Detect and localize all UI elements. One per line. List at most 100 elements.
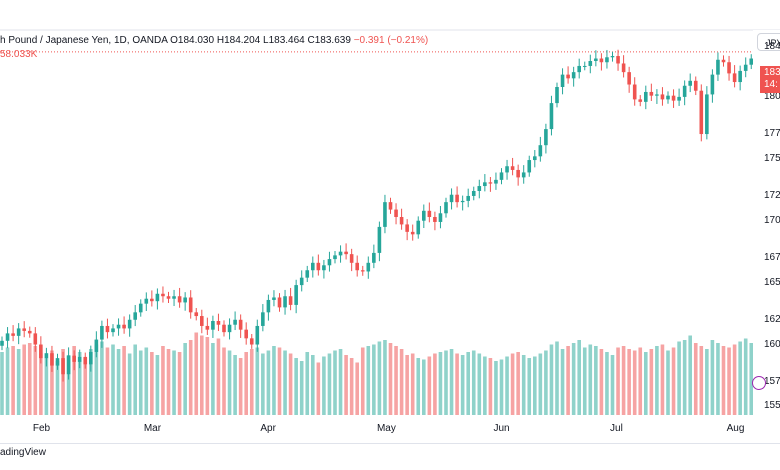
candle-body (438, 213, 443, 222)
volume-bar (388, 343, 393, 415)
candle-body (0, 340, 4, 346)
candle-body (61, 358, 65, 375)
volume-bar (743, 338, 748, 415)
candle-body (599, 58, 604, 63)
volume-bar (122, 346, 126, 415)
candle-body (77, 356, 82, 362)
volume-bar (216, 338, 221, 415)
price-tick-label: 162 (764, 313, 780, 325)
volume-bar (599, 349, 604, 415)
candle-body (299, 277, 304, 286)
volume-bar (44, 358, 49, 415)
volume-bar (133, 344, 137, 415)
last-price-tag-value: 183 (764, 67, 780, 78)
volume-bar (405, 355, 409, 415)
candle-body (244, 329, 248, 339)
volume-bar (89, 349, 93, 415)
candle-body (94, 339, 99, 352)
volume-bar (727, 347, 731, 415)
candle-body (477, 186, 482, 191)
volume-bar (5, 347, 10, 415)
volume-bar (244, 352, 248, 415)
volume-bar (394, 346, 398, 415)
volume-bar (333, 350, 337, 415)
candle-body (616, 56, 620, 64)
candle-body (416, 220, 421, 235)
footer-divider (0, 443, 780, 444)
volume-bar (533, 356, 537, 415)
price-tick-label: 160 (764, 338, 780, 350)
candle-body (427, 210, 432, 217)
candle-body (22, 328, 26, 331)
volume-bar (682, 340, 687, 415)
candle-body (89, 351, 93, 365)
volume-bar (366, 346, 371, 415)
volume-bar (666, 350, 670, 415)
volume-bar (316, 362, 321, 415)
volume-bar (505, 356, 509, 415)
volume-bar (349, 358, 354, 415)
volume-bar (721, 346, 726, 415)
candle-body (649, 91, 654, 96)
volume-bar (222, 347, 226, 415)
volume-bar (677, 341, 681, 415)
volume-bar (416, 358, 421, 415)
volume-bar (100, 341, 104, 415)
candle-body (16, 328, 21, 336)
candle-body (383, 202, 387, 227)
candle-body (27, 330, 32, 334)
candle-body (183, 297, 187, 303)
volume-bar (138, 350, 143, 415)
candle-body (194, 312, 199, 317)
candle-body (682, 85, 687, 97)
candle-body (743, 64, 748, 71)
candle-body (105, 325, 110, 333)
volume-bar (560, 349, 565, 415)
volume-bar (422, 359, 426, 415)
volume-bar (466, 352, 470, 415)
volume-bar (61, 349, 65, 415)
indicator-circle-icon[interactable] (752, 376, 766, 390)
close-label: C (307, 35, 315, 46)
volume-bar (671, 347, 676, 415)
volume-bar (355, 362, 359, 415)
candle-body (366, 262, 371, 272)
candle-body (688, 80, 692, 86)
candle-body (399, 217, 404, 225)
volume-bar (338, 349, 343, 415)
volume-bar (688, 335, 692, 415)
volume-bar (77, 352, 82, 415)
volume-bar (360, 347, 365, 415)
candle-body (610, 56, 615, 58)
candle-body (632, 84, 637, 100)
candle-body (693, 80, 698, 91)
candle-body (44, 353, 49, 359)
candle-body (466, 195, 470, 201)
price-tick-label: 180 (764, 90, 780, 102)
time-tick-label: Aug (726, 423, 745, 434)
volume-bar (288, 353, 293, 415)
volume-bar (183, 343, 187, 415)
time-tick-label: Feb (32, 423, 51, 434)
candle-body (582, 65, 587, 67)
candle-body (316, 262, 321, 271)
volume-bar (499, 359, 504, 415)
price-tick-label: 175 (764, 152, 780, 164)
time-tick-label: May (376, 423, 396, 434)
high-label: H (216, 35, 225, 46)
candle-body (249, 338, 254, 345)
candle-body (200, 316, 204, 326)
candle-body (161, 293, 165, 297)
time-tick-label: Mar (143, 423, 162, 434)
volume-bar (111, 344, 115, 415)
volume-bar (477, 353, 482, 415)
candle-body (188, 297, 193, 313)
open-label: O (170, 35, 178, 46)
volume-bar (50, 350, 54, 415)
candle-body (238, 319, 243, 330)
currency-button[interactable]: JPY (757, 33, 780, 51)
candle-body (33, 333, 38, 345)
candle-body (11, 333, 15, 336)
volume-bar (266, 350, 271, 415)
